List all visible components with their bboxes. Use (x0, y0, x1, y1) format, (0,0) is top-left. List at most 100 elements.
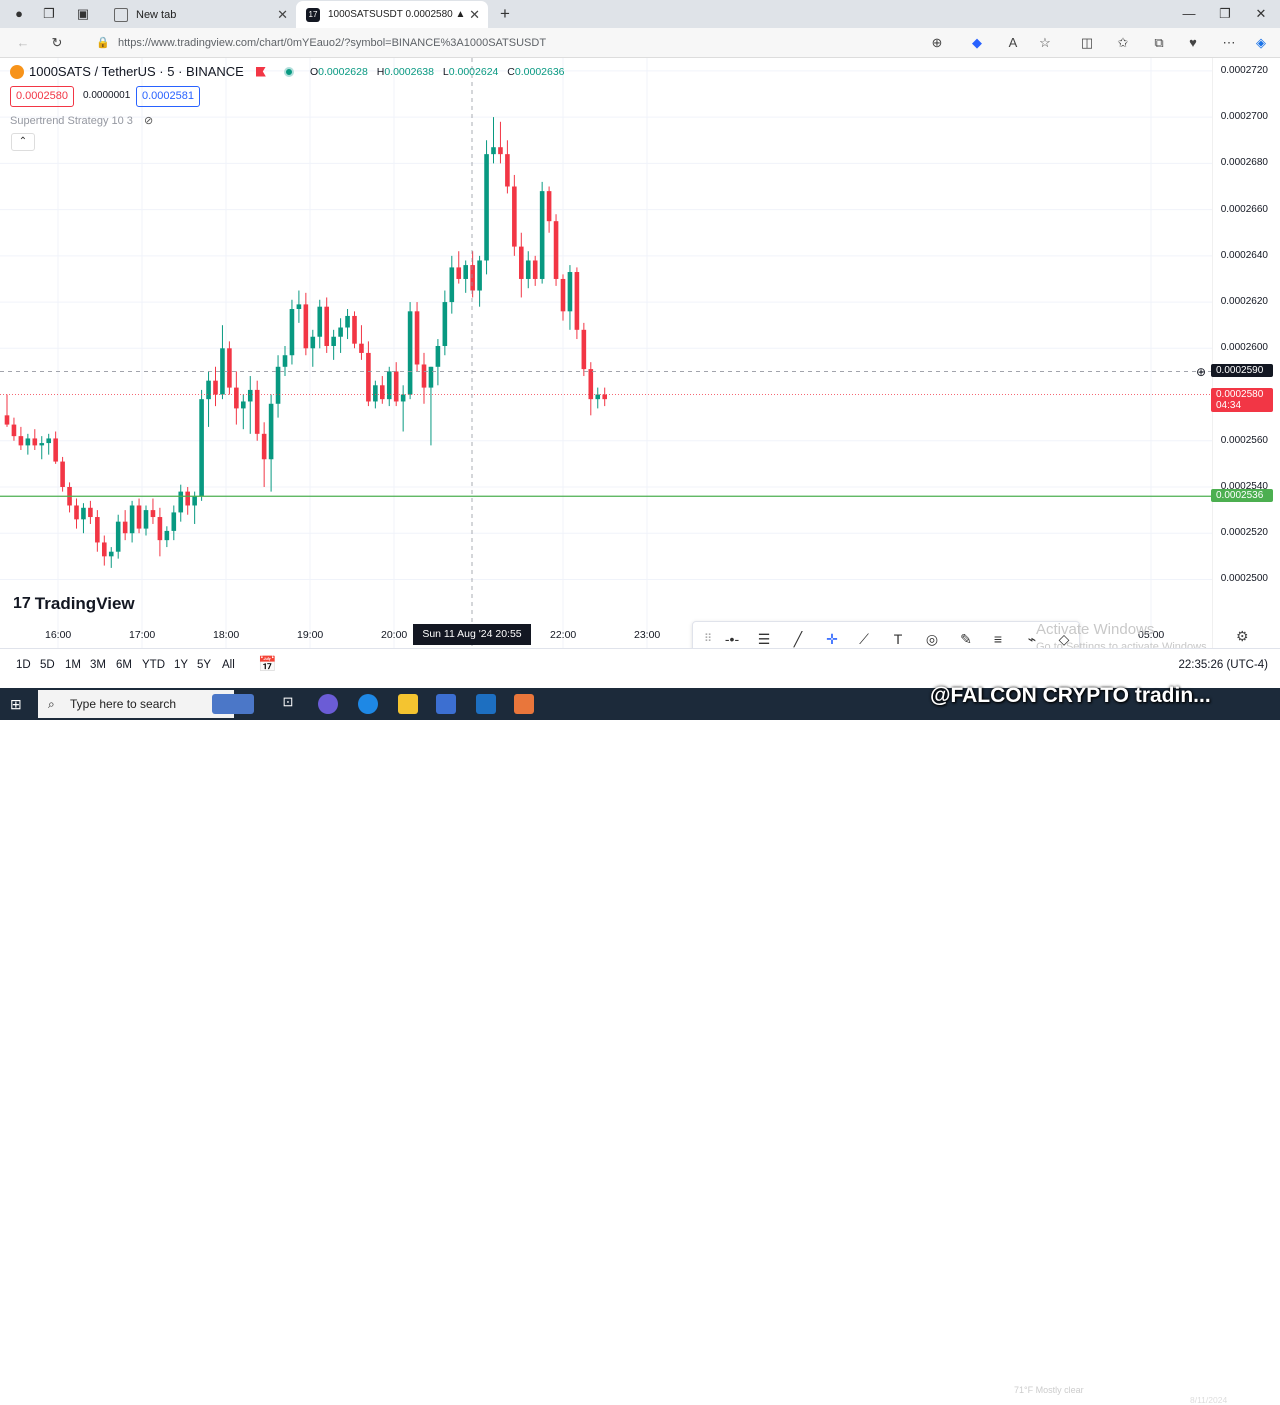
timeframe-button-3m[interactable]: 3M (90, 659, 106, 671)
copilot-taskbar-icon[interactable] (318, 694, 338, 714)
timeframe-button-6m[interactable]: 6M (116, 659, 132, 671)
tab-title: New tab (136, 8, 177, 21)
high-value: 0.0002638 (384, 66, 434, 78)
symbol-legend[interactable]: 1000SATS / TetherUS · 5 · BINANCE (10, 64, 294, 79)
maximize-icon[interactable]: ❐ (1219, 6, 1231, 21)
candle-body (247, 389, 253, 402)
split-screen-icon[interactable]: ◫ (1080, 35, 1094, 50)
url-field[interactable]: 🔒 https://www.tradingview.com/chart/0mYE… (92, 32, 952, 54)
read-aloud-icon[interactable]: A (1008, 35, 1018, 50)
chart-canvas[interactable]: ⊕ (0, 58, 1212, 648)
new-tab-button[interactable]: + (500, 4, 510, 23)
candle-body (581, 329, 587, 370)
taskbar-date[interactable]: 8/11/2024 (1190, 1395, 1228, 1405)
collections-icon[interactable]: ⧉ (1154, 35, 1164, 50)
hidden-eye-icon[interactable]: ⊘ (143, 115, 154, 127)
horizontal-ray-icon[interactable]: -•- (724, 631, 740, 647)
tab-tradingview[interactable]: 17 1000SATSUSDT 0.0002580 ▲ +0.. ✕ (296, 1, 488, 28)
candle-body (102, 542, 107, 557)
candle-body (477, 260, 482, 291)
timeframe-button-5d[interactable]: 5D (40, 659, 55, 671)
drag-handle-icon[interactable]: ⠿ (703, 633, 713, 645)
site-info-icon[interactable]: 🔒 (96, 37, 110, 49)
highlighter-icon[interactable]: ⌁ (1027, 631, 1037, 647)
candle-body (81, 507, 86, 520)
workspaces-icon[interactable]: ❐ (43, 6, 55, 21)
open-value: 0.0002628 (318, 66, 368, 78)
trend-line-icon[interactable]: ╱ (793, 631, 803, 647)
back-icon[interactable]: ← (16, 35, 30, 50)
tradingview-logo: 17 TradingView (13, 594, 135, 614)
clock[interactable]: 22:35:26 (UTC-4) (1178, 659, 1268, 671)
address-bar: ← ↻ 🔒 https://www.tradingview.com/chart/… (0, 28, 1280, 58)
zoom-icon[interactable]: ⊕ (931, 35, 943, 50)
collapse-chevron-icon[interactable]: ⌃ (11, 133, 35, 151)
tab-actions-icon[interactable]: ▣ (76, 6, 90, 21)
time-tick-label: 23:00 (634, 629, 661, 641)
file-explorer-icon[interactable] (398, 694, 418, 714)
horizontal-line-price-label: 0.0002536 (1211, 489, 1273, 503)
brush-icon[interactable]: ✎ (960, 631, 972, 647)
extension-icon[interactable]: ◆ (972, 35, 982, 50)
more-options-icon[interactable]: ⋯ (1222, 35, 1236, 50)
sell-button[interactable]: 0.0002580 (10, 86, 74, 107)
candle-body (324, 306, 329, 346)
price-scale[interactable]: 0.0002720 0.0002700 0.0002680 0.0002660 0.00… (1211, 58, 1280, 648)
mail-icon[interactable] (476, 694, 496, 714)
current-price-label: 0.0002580 04:34 (1211, 387, 1273, 412)
strategy-legend[interactable]: Supertrend Strategy 10 3 ⊘ (10, 114, 153, 127)
timeframe-button-1d[interactable]: 1D (16, 659, 31, 671)
settings-gear-icon[interactable]: ⚙ (1236, 628, 1249, 644)
candle-body (505, 154, 510, 187)
fib-retracement-icon[interactable]: ≡ (993, 631, 1003, 647)
performance-icon[interactable]: ♥ (1189, 35, 1197, 50)
tab-new-tab[interactable]: New tab ✕ (104, 1, 296, 28)
parallel-channel-icon[interactable]: ☰ (757, 631, 771, 647)
windows-start-icon[interactable]: ⊞ (10, 696, 22, 712)
symbol-title[interactable]: 1000SATS / TetherUS · 5 · BINANCE (29, 64, 244, 79)
candle-body (373, 385, 378, 402)
candle-body (108, 551, 114, 557)
timeframe-button-all[interactable]: All (222, 659, 235, 671)
eraser-icon[interactable]: ◇ (1058, 631, 1070, 647)
candle-body (11, 424, 17, 437)
widget-icon[interactable] (212, 694, 254, 714)
ray-icon[interactable]: ⟋ (859, 631, 869, 647)
flag-icon[interactable] (255, 66, 266, 77)
profile-icon[interactable]: ● (15, 6, 23, 21)
timeframe-button-ytd[interactable]: YTD (142, 659, 165, 671)
candle-body (53, 438, 58, 462)
crosshair-icon[interactable]: ✛ (826, 631, 838, 647)
date-range-icon[interactable]: 📅 (258, 656, 277, 673)
close-icon[interactable]: ✕ (469, 7, 480, 22)
buy-button[interactable]: 0.0002581 (136, 86, 200, 107)
time-tick-label: 05:00 (1138, 629, 1165, 641)
candle-body (588, 369, 594, 400)
edge-icon[interactable] (358, 694, 378, 714)
weather-text[interactable]: 71°F Mostly clear (1014, 1385, 1084, 1395)
candle-body (164, 530, 170, 541)
add-alert-icon[interactable]: ⊕ (1196, 365, 1206, 379)
store-icon[interactable] (436, 694, 456, 714)
candle-body (234, 387, 239, 409)
close-icon[interactable]: ✕ (277, 7, 288, 22)
timeframe-button-5y[interactable]: 5Y (197, 659, 212, 671)
price-tick-label: 0.0002540 (1220, 480, 1268, 492)
time-tick-label: 18:00 (213, 629, 240, 641)
tradingview-icon: 17 (306, 7, 320, 22)
app-icon[interactable] (514, 694, 534, 714)
chart-pane[interactable]: ⊕ (0, 58, 1212, 648)
timeframe-button-1m[interactable]: 1M (65, 659, 81, 671)
taskbar-search[interactable]: ⌕ Type here to search (38, 690, 234, 718)
text-tool-icon[interactable]: T (893, 631, 903, 647)
timeframe-button-1y[interactable]: 1Y (174, 659, 189, 671)
task-view-icon[interactable]: ⊡ (282, 694, 294, 709)
refresh-icon[interactable]: ↻ (51, 35, 63, 50)
minimize-icon[interactable]: — (1182, 6, 1196, 21)
circle-tool-icon[interactable]: ◎ (925, 631, 939, 647)
close-label: C (507, 66, 515, 78)
window-close-icon[interactable]: ✕ (1255, 6, 1267, 21)
copilot-icon[interactable]: ◈ (1256, 35, 1266, 50)
favorite-star-icon[interactable]: ☆ (1039, 35, 1051, 50)
favorites-icon[interactable]: ✩ (1117, 35, 1129, 50)
